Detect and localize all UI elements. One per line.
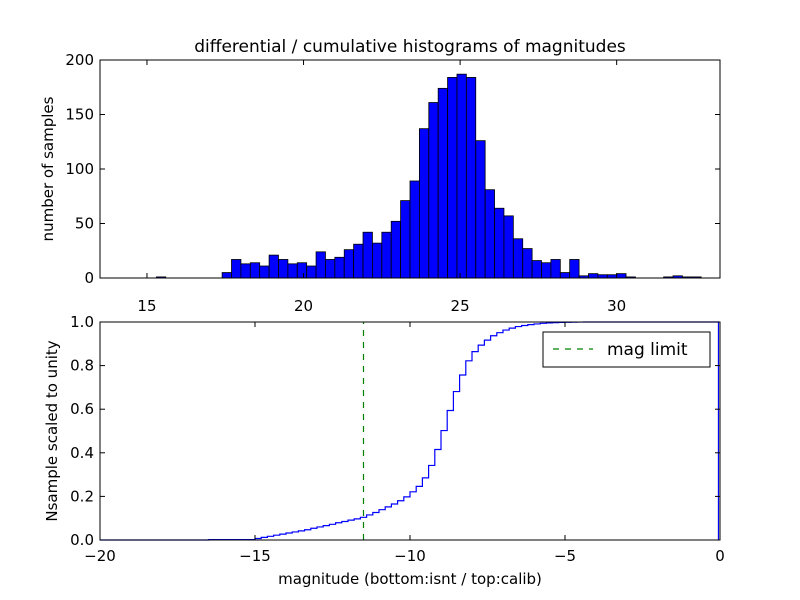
histogram-bar (465, 77, 477, 279)
cumulative-panel: 0.0 0.2 0.4 0.6 0.8 1.0 −20 −15 −10 −5 0 magnitud… (43, 313, 725, 588)
histogram-bar (240, 263, 251, 279)
histogram-bar (447, 77, 458, 279)
histogram-bar (306, 265, 317, 279)
cumulative-y-tick-label: 1.0 (70, 313, 94, 331)
histogram-bars (155, 73, 702, 279)
cumulative-y-tick-label: 0.6 (70, 400, 94, 418)
histogram-bar (296, 262, 308, 279)
histogram-bar (353, 243, 364, 279)
legend-mag-limit-label: mag limit (607, 340, 688, 360)
histogram-bar (231, 259, 242, 279)
histogram-bar (268, 254, 279, 279)
histogram-bar (249, 262, 261, 279)
cumulative-lines (100, 321, 720, 541)
histogram-bar (616, 273, 627, 279)
histogram-y-ticks: 0 50 100 150 200 (65, 51, 720, 287)
cumulative-y-tick-label: 0.8 (70, 357, 94, 375)
histogram-bar (522, 248, 533, 279)
histogram-x-ticks: 15 20 25 30 (137, 60, 626, 315)
histogram-bar (381, 231, 392, 279)
histogram-bar (503, 215, 514, 279)
histogram-bar (437, 87, 448, 279)
histogram-bar (456, 73, 467, 279)
cumulative-x-ticks: −20 −15 −10 −5 0 (84, 322, 725, 565)
histogram-x-tick-label: 30 (607, 297, 626, 315)
cumulative-y-tick-label: 0.4 (70, 444, 94, 462)
histogram-bar (569, 259, 580, 279)
histogram-bar (334, 256, 345, 279)
cumulative-x-tick-label: −20 (84, 547, 116, 565)
cumulative-step-line (100, 321, 720, 541)
histogram-bar (325, 259, 336, 279)
histogram-bar (390, 220, 401, 279)
cumulative-y-ticks: 0.0 0.2 0.4 0.6 0.8 1.0 (70, 313, 720, 549)
histogram-bar (418, 128, 430, 279)
histogram-panel: differential / cumulative histograms of … (39, 37, 721, 315)
cumulative-x-tick-label: −15 (239, 547, 271, 565)
histogram-bar (531, 260, 542, 279)
cumulative-x-tick-label: −5 (554, 547, 576, 565)
histogram-bar (372, 242, 383, 279)
histogram-bar (315, 251, 326, 279)
histogram-y-tick-label: 50 (75, 215, 94, 233)
histogram-bar (428, 102, 439, 279)
histogram-bar (259, 265, 270, 279)
histogram-x-tick-label: 15 (137, 297, 156, 315)
histogram-y-tick-label: 150 (65, 106, 94, 124)
histogram-bar (409, 180, 420, 279)
legend: mag limit (542, 331, 711, 368)
cumulative-x-tick-label: −10 (394, 547, 426, 565)
histogram-bar (559, 272, 571, 279)
histogram-y-axis-label: number of samples (39, 96, 57, 241)
histogram-x-tick-label: 20 (294, 297, 313, 315)
histogram-bar (278, 259, 289, 279)
histogram-bar (343, 249, 355, 279)
histogram-bar (512, 238, 524, 279)
histogram-bar (475, 140, 486, 279)
histogram-y-tick-label: 0 (84, 269, 94, 287)
histogram-bar (588, 273, 599, 279)
histogram-bar (287, 263, 298, 279)
cumulative-y-axis-label: Nsample scaled to unity (43, 340, 61, 521)
histogram-bar (221, 272, 232, 279)
histogram-bar (550, 259, 561, 279)
cumulative-y-tick-label: 0.2 (70, 487, 94, 505)
histogram-y-tick-label: 200 (65, 51, 94, 69)
histogram-bar (541, 262, 552, 279)
cumulative-x-tick-label: 0 (715, 547, 725, 565)
histogram-y-tick-label: 100 (65, 160, 94, 178)
cumulative-x-axis-label: magnitude (bottom:isnt / top:calib) (278, 570, 542, 588)
histogram-bar (362, 231, 373, 279)
histogram-bar (400, 200, 411, 279)
chart-title: differential / cumulative histograms of … (194, 37, 626, 57)
histogram-x-tick-label: 25 (451, 297, 470, 315)
histogram-bar (484, 189, 495, 279)
histogram-bar (494, 207, 505, 279)
cumulative-y-tick-label: 0.0 (70, 531, 94, 549)
